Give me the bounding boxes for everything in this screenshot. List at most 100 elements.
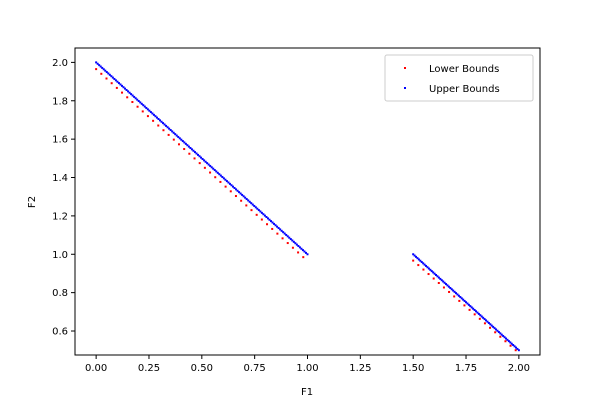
point-upper-bounds (274, 224, 277, 227)
point-upper-bounds (253, 204, 256, 207)
point-upper-bounds (133, 95, 136, 98)
point-upper-bounds (473, 309, 476, 312)
point-upper-bounds (96, 62, 99, 65)
x-axis: 0.00 0.25 0.50 0.75 1.00 1.25 1.50 1.75 2.00 (85, 355, 530, 374)
point-lower-bounds (152, 119, 155, 122)
point-lower-bounds (442, 286, 445, 289)
point-lower-bounds (276, 232, 279, 235)
point-upper-bounds (95, 61, 98, 64)
point-upper-bounds (425, 264, 428, 267)
point-upper-bounds (181, 140, 184, 143)
point-upper-bounds (175, 134, 178, 137)
point-upper-bounds (472, 307, 475, 310)
point-lower-bounds (136, 105, 139, 108)
point-upper-bounds (222, 177, 225, 180)
point-lower-bounds (271, 227, 274, 230)
point-lower-bounds (499, 335, 502, 338)
point-lower-bounds (146, 115, 149, 118)
point-upper-bounds (257, 209, 260, 212)
point-upper-bounds (177, 135, 180, 138)
point-upper-bounds (445, 283, 448, 286)
point-upper-bounds (503, 336, 506, 339)
point-upper-bounds (230, 184, 233, 187)
point-upper-bounds (192, 149, 195, 152)
point-upper-bounds (256, 207, 259, 210)
point-lower-bounds (473, 313, 476, 316)
point-upper-bounds (171, 130, 174, 133)
point-lower-bounds (432, 277, 435, 280)
point-upper-bounds (152, 113, 155, 116)
point-upper-bounds (453, 290, 456, 293)
point-upper-bounds (186, 144, 189, 147)
point-upper-bounds (500, 333, 503, 336)
point-upper-bounds (117, 82, 120, 85)
point-lower-bounds (162, 129, 165, 132)
point-upper-bounds (165, 124, 168, 127)
point-lower-bounds (141, 110, 144, 113)
point-upper-bounds (134, 97, 137, 100)
point-upper-bounds (470, 306, 473, 309)
point-lower-bounds (463, 304, 466, 307)
point-upper-bounds (163, 123, 166, 126)
point-upper-bounds (254, 206, 257, 209)
point-upper-bounds (124, 87, 127, 90)
point-upper-bounds (172, 131, 175, 134)
point-upper-bounds (239, 192, 242, 195)
point-upper-bounds (452, 289, 455, 292)
point-upper-bounds (480, 315, 483, 318)
point-upper-bounds (476, 311, 479, 314)
point-upper-bounds (128, 91, 131, 94)
legend: Lower Bounds Upper Bounds (384, 54, 534, 102)
point-upper-bounds (231, 185, 234, 188)
point-upper-bounds (250, 202, 253, 205)
point-upper-bounds (283, 232, 286, 235)
point-upper-bounds (216, 171, 219, 174)
point-lower-bounds (260, 218, 263, 221)
point-upper-bounds (113, 77, 116, 80)
point-upper-bounds (505, 337, 508, 340)
point-upper-bounds (486, 320, 489, 323)
point-upper-bounds (512, 344, 515, 347)
point-upper-bounds (446, 284, 449, 287)
point-upper-bounds (140, 102, 143, 105)
point-upper-bounds (228, 182, 231, 185)
point-upper-bounds (136, 98, 139, 101)
point-upper-bounds (111, 76, 114, 79)
point-upper-bounds (295, 243, 298, 246)
point-upper-bounds (412, 253, 415, 256)
point-upper-bounds (415, 255, 418, 258)
point-lower-bounds (188, 152, 191, 155)
x-tick-label: 2.00 (508, 363, 530, 374)
point-lower-bounds (302, 256, 305, 259)
point-upper-bounds (460, 297, 463, 300)
point-upper-bounds (429, 268, 432, 271)
point-upper-bounds (127, 90, 130, 93)
point-upper-bounds (479, 314, 482, 317)
point-lower-bounds (229, 190, 232, 193)
point-lower-bounds (198, 162, 201, 165)
point-upper-bounds (517, 349, 520, 352)
point-upper-bounds (204, 160, 207, 163)
point-upper-bounds (155, 116, 158, 119)
point-lower-bounds (412, 259, 415, 262)
point-lower-bounds (494, 331, 497, 334)
point-upper-bounds (151, 112, 154, 115)
point-upper-bounds (466, 302, 469, 305)
point-upper-bounds (209, 164, 212, 167)
point-upper-bounds (469, 305, 472, 308)
point-upper-bounds (483, 318, 486, 321)
y-axis-label: F2 (27, 196, 38, 208)
point-upper-bounds (248, 200, 251, 203)
point-upper-bounds (145, 106, 148, 109)
point-upper-bounds (271, 221, 274, 224)
point-upper-bounds (279, 228, 282, 231)
point-upper-bounds (273, 222, 276, 225)
point-lower-bounds (448, 290, 451, 293)
point-upper-bounds (180, 138, 183, 141)
point-upper-bounds (291, 239, 294, 242)
point-upper-bounds (467, 303, 470, 306)
point-upper-bounds (477, 312, 480, 315)
point-upper-bounds (499, 332, 502, 335)
point-upper-bounds (160, 120, 163, 123)
x-tick-label: 0.00 (85, 363, 107, 374)
